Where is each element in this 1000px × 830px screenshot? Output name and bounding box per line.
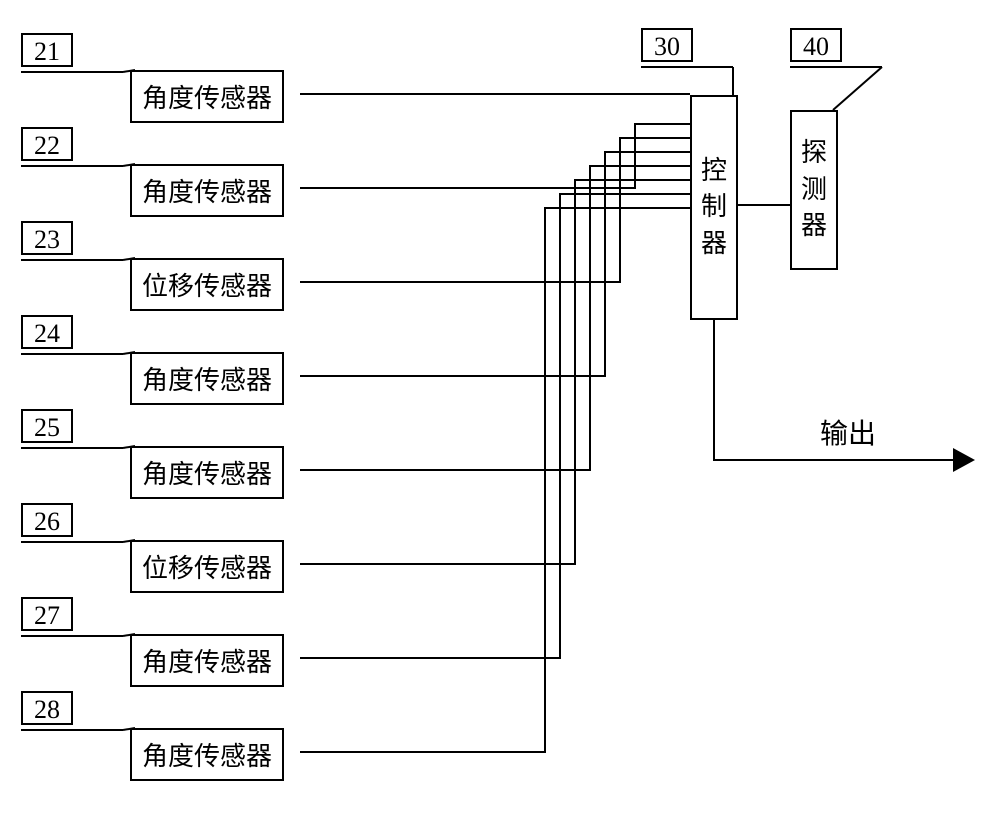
sensor-box-25: 角度传感器 [130, 446, 284, 499]
sensor-box-27: 角度传感器 [130, 634, 284, 687]
sensor-box-28: 角度传感器 [130, 728, 284, 781]
sensor-id-26: 26 [21, 503, 73, 537]
controller-id: 30 [641, 28, 693, 62]
sensor-box-22: 角度传感器 [130, 164, 284, 217]
sensor-box-23: 位移传感器 [130, 258, 284, 311]
sensor-id-28: 28 [21, 691, 73, 725]
sensor-id-25: 25 [21, 409, 73, 443]
sensor-id-27: 27 [21, 597, 73, 631]
sensor-box-26: 位移传感器 [130, 540, 284, 593]
detector-box: 探测器 [790, 110, 838, 270]
output-label: 输出 [820, 412, 876, 452]
controller-box: 控制器 [690, 95, 738, 320]
sensor-id-22: 22 [21, 127, 73, 161]
sensor-id-21: 21 [21, 33, 73, 67]
detector-id: 40 [790, 28, 842, 62]
diagram-canvas: 21 角度传感器 22 角度传感器 23 位移传感器 24 角度传感器 25 角度传感器 26 位移传… [0, 0, 1000, 830]
sensor-id-23: 23 [21, 221, 73, 255]
sensor-box-24: 角度传感器 [130, 352, 284, 405]
sensor-id-24: 24 [21, 315, 73, 349]
sensor-box-21: 角度传感器 [130, 70, 284, 123]
